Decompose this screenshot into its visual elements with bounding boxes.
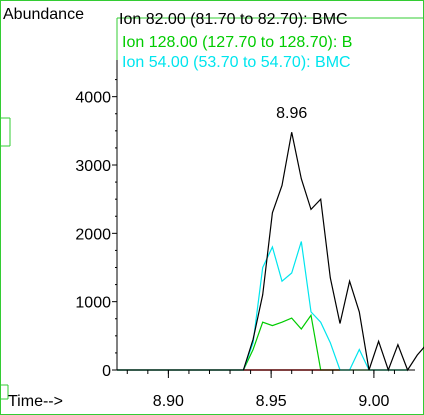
series-line-0 [117,132,424,372]
legend-entry: Ion 54.00 (53.70 to 54.70): BMC [122,54,351,71]
axes-group [112,60,415,378]
left-edge-mark [0,117,11,147]
y-axis-title: Abundance [3,6,84,23]
x-tick-label: 9.00 [358,393,389,410]
left-edge-mark [0,384,9,400]
y-tick-label: 3000 [75,158,111,175]
y-tick-label: 2000 [75,226,111,243]
peak-annotation: 8.96 [276,105,307,122]
series-group [117,132,424,372]
labels-group: 0 1000 2000 3000 4000 8.90 8.95 9.00 Abundance Ti… [3,6,390,410]
x-tick-label: 8.95 [256,393,287,410]
series-line-2 [117,241,408,371]
x-tick-label: 8.90 [153,393,184,410]
legend-entry: Ion 128.00 (127.70 to 128.70): B [122,34,352,51]
y-tick-label: 1000 [75,295,111,312]
legend-entry: Ion 82.00 (81.70 to 82.70): BMC [119,11,348,28]
y-tick-label: 4000 [75,90,111,107]
x-axis-title: Time--> [8,393,63,410]
y-tick-label: 0 [102,363,111,380]
